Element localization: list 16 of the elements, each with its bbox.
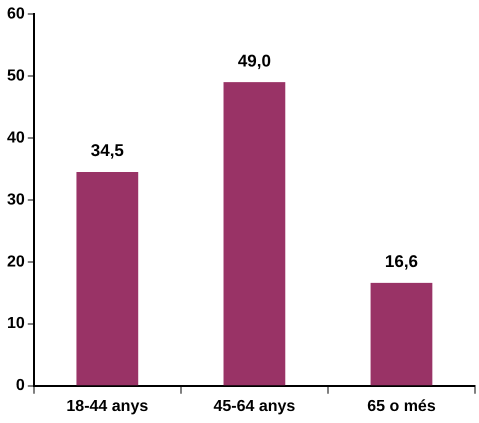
y-tick-label: 60 [7,5,25,22]
bar [370,282,432,386]
data-label: 34,5 [90,141,124,160]
y-tick-label: 0 [16,377,25,394]
data-label: 49,0 [238,51,271,70]
y-tick-label: 40 [7,129,25,146]
x-tick-label: 18-44 anys [66,398,148,415]
y-tick-label: 30 [7,191,25,208]
y-tick-label: 50 [7,67,25,84]
x-tick-label: 45-64 anys [213,398,296,415]
bar [76,172,138,386]
data-label: 16,6 [384,252,418,272]
x-tick-label: 65 o més [367,398,436,415]
y-tick-label: 10 [7,315,25,332]
y-tick-label: 20 [7,253,25,270]
bar [224,82,286,386]
